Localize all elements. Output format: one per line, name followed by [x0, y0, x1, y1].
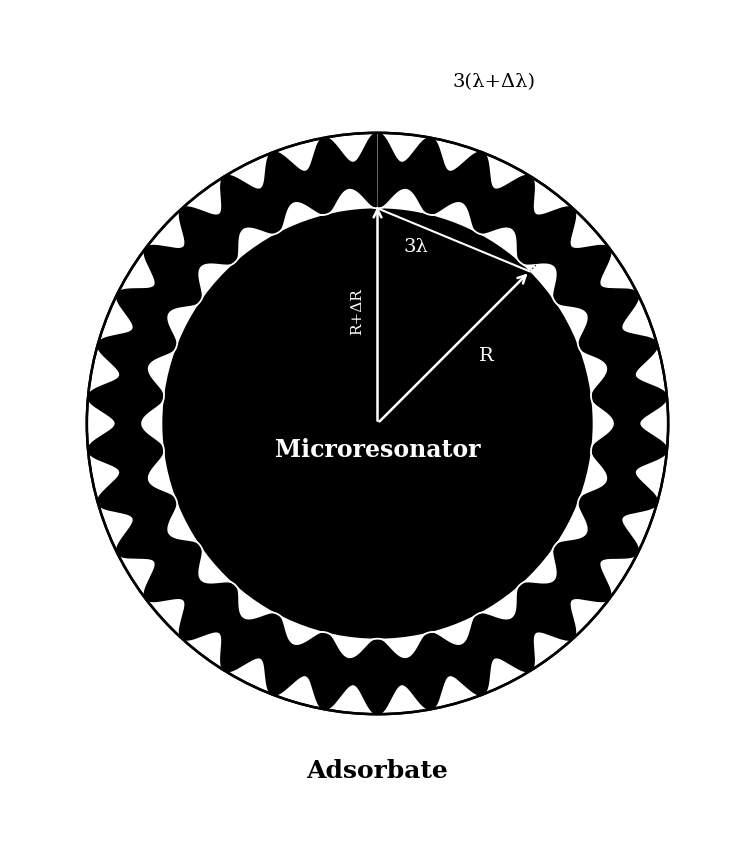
- Circle shape: [87, 133, 668, 714]
- Text: Adsorbate: Adsorbate: [307, 760, 448, 783]
- Circle shape: [162, 208, 593, 639]
- Text: R: R: [479, 347, 494, 365]
- Text: 3λ: 3λ: [404, 238, 429, 256]
- Text: Microresonator: Microresonator: [275, 438, 480, 462]
- Polygon shape: [88, 133, 667, 714]
- Text: R+ΔR: R+ΔR: [350, 288, 364, 335]
- Text: 3(λ+Δλ): 3(λ+Δλ): [453, 74, 536, 91]
